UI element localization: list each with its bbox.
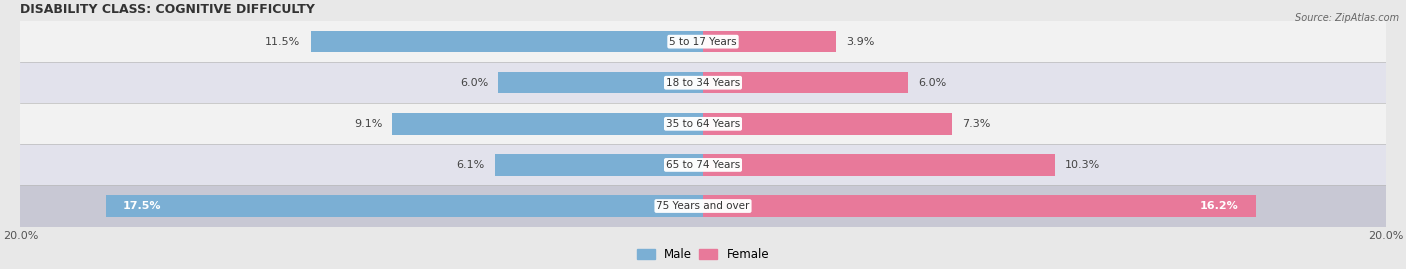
Bar — [498, 72, 703, 93]
Text: 6.1%: 6.1% — [457, 160, 485, 170]
Bar — [703, 154, 1054, 176]
Text: 10.3%: 10.3% — [1064, 160, 1099, 170]
Bar — [21, 185, 1385, 226]
Bar — [495, 154, 703, 176]
Text: 6.0%: 6.0% — [918, 78, 946, 88]
Text: 5 to 17 Years: 5 to 17 Years — [669, 37, 737, 47]
Legend: Male, Female: Male, Female — [633, 243, 773, 266]
Bar — [392, 113, 703, 134]
Text: 35 to 64 Years: 35 to 64 Years — [666, 119, 740, 129]
Bar — [703, 113, 952, 134]
Text: 3.9%: 3.9% — [846, 37, 875, 47]
Bar — [21, 62, 1385, 103]
Bar — [703, 31, 837, 52]
Bar — [703, 195, 1256, 217]
Text: 16.2%: 16.2% — [1201, 201, 1239, 211]
Bar — [311, 31, 703, 52]
Bar — [21, 103, 1385, 144]
Text: 75 Years and over: 75 Years and over — [657, 201, 749, 211]
Text: 18 to 34 Years: 18 to 34 Years — [666, 78, 740, 88]
Text: 11.5%: 11.5% — [266, 37, 301, 47]
Text: 7.3%: 7.3% — [962, 119, 991, 129]
Text: 17.5%: 17.5% — [122, 201, 162, 211]
Text: Source: ZipAtlas.com: Source: ZipAtlas.com — [1295, 13, 1399, 23]
Bar — [703, 72, 908, 93]
Text: 6.0%: 6.0% — [460, 78, 488, 88]
Text: 65 to 74 Years: 65 to 74 Years — [666, 160, 740, 170]
Bar — [21, 144, 1385, 185]
Bar — [21, 21, 1385, 62]
Text: DISABILITY CLASS: COGNITIVE DIFFICULTY: DISABILITY CLASS: COGNITIVE DIFFICULTY — [21, 3, 315, 16]
Bar — [105, 195, 703, 217]
Text: 9.1%: 9.1% — [354, 119, 382, 129]
